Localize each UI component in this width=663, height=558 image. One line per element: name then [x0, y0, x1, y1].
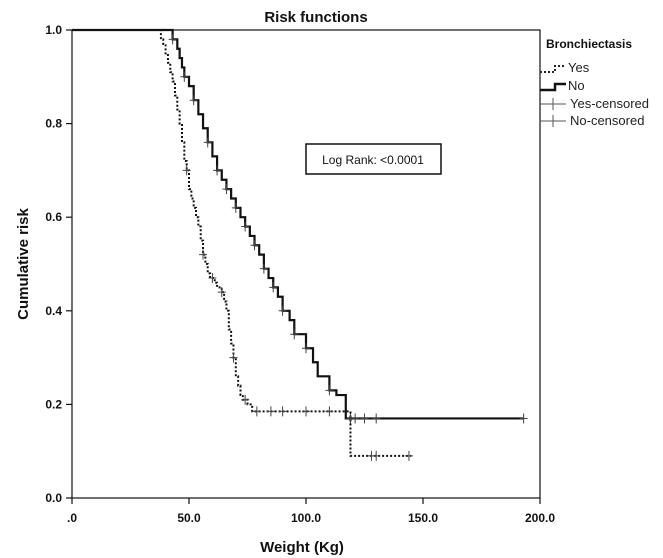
censor-mark-yes: [404, 450, 413, 461]
censor-mark-no: [241, 221, 250, 232]
censor-mark-yes: [229, 352, 238, 363]
legend-entry-no-censored: No-censored: [540, 113, 644, 128]
x-tick-label: 50.0: [177, 511, 201, 525]
censor-mark-no: [269, 282, 278, 293]
censor-mark-yes: [252, 406, 261, 417]
censor-mark-no: [189, 95, 198, 106]
legend-label-no: No: [568, 78, 585, 93]
y-axis: 0.0 0.2 0.4 0.6 0.8 1.0: [45, 23, 72, 505]
censor-mark-yes: [266, 406, 275, 417]
y-tick-label: 0.0: [45, 491, 62, 505]
censor-mark-no: [372, 413, 381, 424]
censor-mark-no: [213, 165, 222, 176]
x-tick-label: 150.0: [408, 511, 438, 525]
y-tick-label: 0.6: [45, 210, 62, 224]
censor-mark-no: [250, 240, 259, 251]
censor-mark-no: [360, 413, 369, 424]
annotation-box: Log Rank: <0.0001: [305, 143, 442, 175]
legend-entry-no: No: [540, 78, 585, 93]
censor-mark-no: [203, 137, 212, 148]
legend-label-yes: Yes: [568, 60, 590, 75]
censor-mark-yes: [182, 165, 191, 176]
legend: Bronchiectasis Yes No Yes-censored No-ce…: [540, 37, 649, 128]
censor-mark-no: [259, 263, 268, 274]
series-yes-line: [72, 29, 412, 457]
censor-mark-yes: [325, 406, 334, 417]
censor-mark-yes: [199, 249, 208, 260]
censor-mark-no: [290, 329, 299, 340]
censor-mark-yes: [372, 450, 381, 461]
x-tick-label: 200.0: [525, 511, 555, 525]
y-tick-label: 0.2: [45, 397, 62, 411]
y-tick-label: 1.0: [45, 23, 62, 37]
censor-mark-yes: [217, 287, 226, 298]
censor-mark-no: [180, 71, 189, 82]
censor-mark-no: [351, 413, 360, 424]
censor-mark-yes: [208, 273, 217, 284]
legend-label-no-censored: No-censored: [570, 113, 644, 128]
y-tick-label: 0.4: [45, 304, 62, 318]
censor-mark-yes: [241, 394, 250, 405]
censor-layer: [168, 34, 528, 461]
legend-title: Bronchiectasis: [546, 37, 632, 51]
censor-mark-yes: [302, 406, 310, 417]
x-tick-label: 100.0: [291, 511, 321, 525]
legend-entry-yes: Yes: [540, 60, 590, 75]
censor-mark-no: [519, 413, 528, 424]
censor-mark-no: [278, 305, 287, 316]
legend-entry-yes-censored: Yes-censored: [540, 96, 649, 111]
x-axis: .0 50.0 100.0 150.0 200.0: [67, 498, 555, 525]
y-axis-label: Cumulative risk: [15, 207, 32, 319]
legend-label-yes-censored: Yes-censored: [570, 96, 649, 111]
censor-mark-yes: [278, 406, 287, 417]
censor-mark-no: [302, 343, 310, 354]
censor-mark-no: [231, 202, 240, 213]
x-tick-label: .0: [67, 511, 77, 525]
censor-mark-no: [168, 34, 177, 45]
censor-mark-no: [222, 184, 231, 195]
x-axis-label: Weight (Kg): [260, 539, 344, 556]
log-rank-annotation: Log Rank: <0.0001: [322, 153, 424, 167]
y-tick-label: 0.8: [45, 117, 62, 131]
censor-mark-no: [325, 385, 334, 396]
chart-title: Risk functions: [264, 9, 367, 26]
